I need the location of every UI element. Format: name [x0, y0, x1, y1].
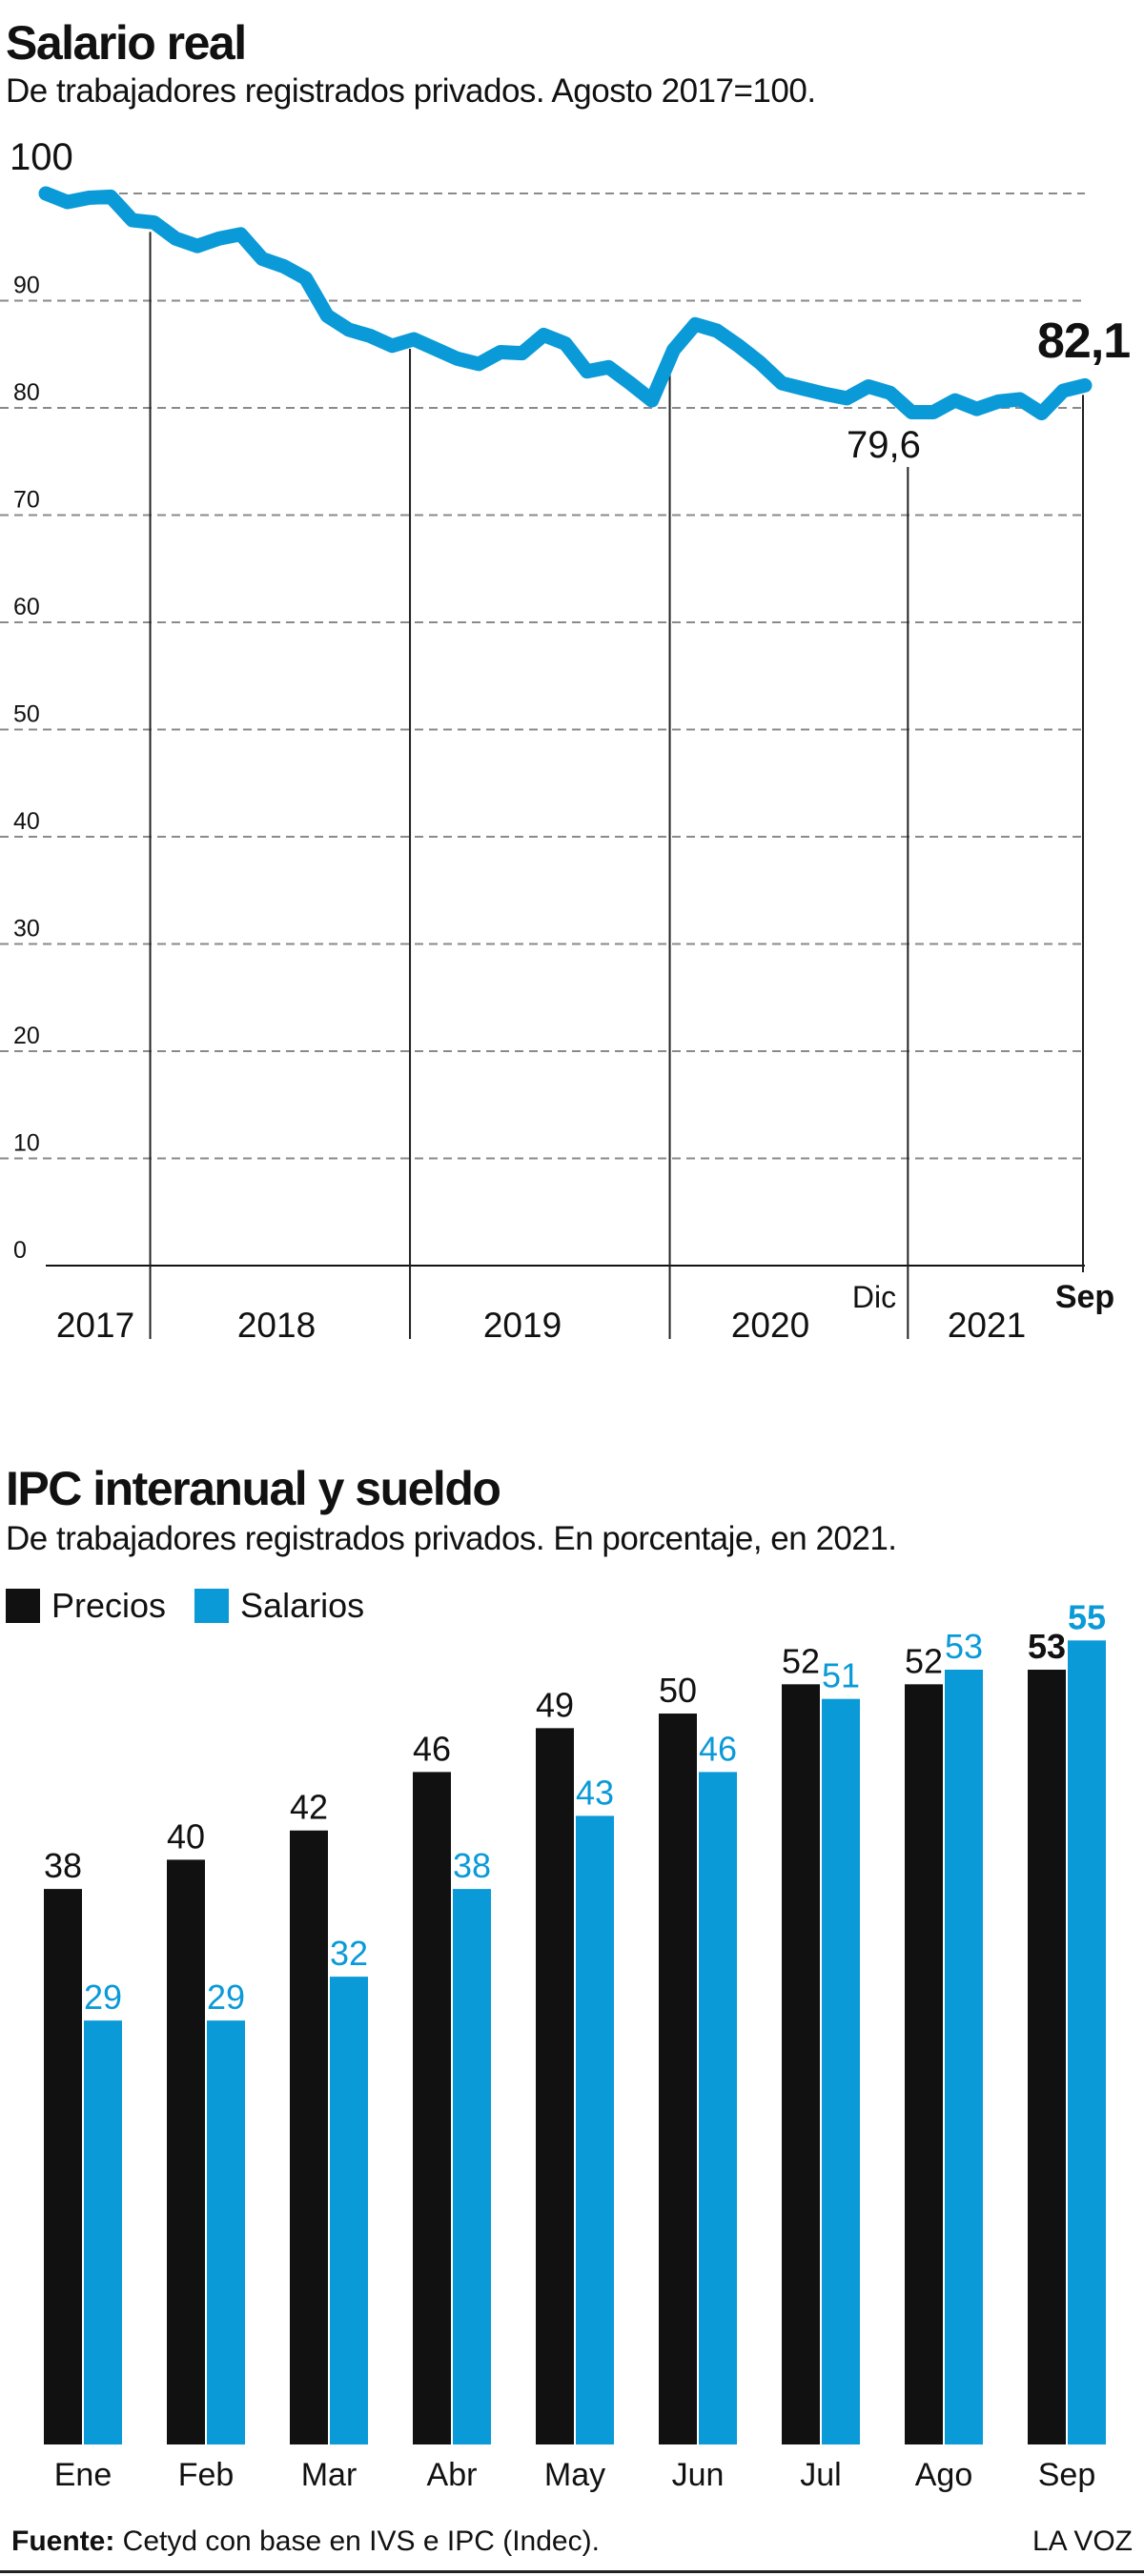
x-marker-label-dic: Dic	[852, 1280, 896, 1314]
bar-value-label-salarios: 38	[453, 1846, 491, 1885]
bar-salarios	[822, 1698, 860, 2444]
bar-chart-legend: Precios Salarios	[6, 1586, 393, 1626]
y-tick-label: 0	[13, 1237, 27, 1264]
legend-swatch-salarios	[194, 1589, 230, 1623]
x-marker-label-sep: Sep	[1055, 1279, 1114, 1315]
legend-item-precios: Precios	[6, 1586, 166, 1626]
bar-precios	[905, 1684, 943, 2444]
bar-value-label-salarios: 53	[945, 1627, 983, 1666]
bar-precios	[1028, 1670, 1066, 2444]
ipc-bar-chart: 3829Ene4029Feb4232Mar4638Abr4943May5046J…	[44, 1597, 1106, 2493]
x-category-label: Abr	[427, 2457, 478, 2493]
brand-logo: LA VOZ	[1032, 2525, 1133, 2557]
y-tick-label: 10	[13, 1130, 40, 1157]
x-year-label: 2018	[237, 1306, 316, 1345]
x-year-label: 2019	[483, 1306, 562, 1345]
bar-salarios	[945, 1670, 983, 2444]
annotation-start-value: 100	[10, 136, 73, 178]
bar-value-label-precios: 52	[782, 1641, 820, 1680]
bar-salarios	[699, 1772, 737, 2444]
source-label: Fuente:	[11, 2525, 115, 2557]
x-category-label: Jul	[800, 2457, 841, 2493]
bar-precios	[536, 1728, 574, 2444]
bar-salarios	[330, 1977, 368, 2444]
legend-label-salarios: Salarios	[240, 1586, 365, 1625]
bar-value-label-salarios: 29	[84, 1978, 122, 2017]
y-tick-label: 70	[13, 487, 40, 514]
x-category-label: Sep	[1038, 2457, 1096, 2493]
bar-value-label-salarios: 29	[207, 1978, 245, 2017]
bar-salarios	[1068, 1640, 1106, 2444]
legend-swatch-precios	[6, 1589, 40, 1623]
x-category-label: Mar	[301, 2457, 358, 2493]
legend-item-salarios: Salarios	[194, 1586, 364, 1626]
y-tick-label: 30	[13, 916, 40, 943]
x-year-label: 2021	[948, 1306, 1026, 1345]
x-year-label: 2020	[731, 1306, 809, 1345]
x-category-label: Ago	[915, 2457, 973, 2493]
x-category-label: Jun	[672, 2457, 725, 2493]
bar-chart-title: IPC interanual y sueldo	[6, 1462, 501, 1515]
y-tick-label: 90	[13, 273, 40, 299]
bar-precios	[44, 1889, 82, 2444]
y-tick-label: 20	[13, 1023, 40, 1049]
bar-chart-subtitle: De trabajadores registrados privados. En…	[6, 1520, 897, 1557]
x-category-label: Ene	[54, 2457, 112, 2493]
x-category-label: May	[544, 2457, 605, 2493]
y-tick-label: 60	[13, 594, 40, 620]
bar-precios	[782, 1684, 820, 2444]
bar-salarios	[84, 2020, 122, 2444]
x-year-label: 2017	[56, 1306, 134, 1345]
bar-value-label-salarios: 43	[576, 1773, 614, 1812]
bar-value-label-precios: 38	[44, 1846, 82, 1885]
y-tick-label: 80	[13, 379, 40, 406]
bar-value-label-precios: 46	[413, 1729, 451, 1768]
bar-value-label-salarios: 55	[1068, 1597, 1106, 1636]
annotation-min-value: 79,6	[847, 424, 921, 466]
bar-value-label-salarios: 51	[822, 1656, 860, 1695]
footer: Fuente: Cetyd con base en IVS e IPC (Ind…	[11, 2525, 1133, 2558]
bar-value-label-precios: 50	[659, 1671, 697, 1710]
x-category-label: Feb	[178, 2457, 235, 2493]
bar-value-label-precios: 53	[1028, 1627, 1066, 1666]
y-tick-label: 50	[13, 701, 40, 728]
bar-precios	[290, 1830, 328, 2444]
bar-value-label-salarios: 46	[699, 1729, 737, 1768]
bar-value-label-salarios: 32	[330, 1934, 368, 1973]
bar-salarios	[453, 1889, 491, 2444]
source-note: Fuente: Cetyd con base en IVS e IPC (Ind…	[11, 2525, 600, 2558]
source-text: Cetyd con base en IVS e IPC (Indec).	[114, 2525, 600, 2557]
bar-value-label-precios: 42	[290, 1788, 328, 1827]
y-tick-label: 40	[13, 808, 40, 835]
bar-salarios	[207, 2020, 245, 2444]
legend-label-precios: Precios	[51, 1586, 167, 1625]
bar-value-label-precios: 52	[905, 1641, 943, 1680]
bar-precios	[413, 1772, 451, 2444]
salario-real-line-chart: 0 10 20 30 40 50 60 70 80 90 100 79,6 82,1 2017 2018 20…	[0, 136, 1131, 1345]
footer-rule	[0, 2570, 1144, 2573]
bar-precios	[659, 1714, 697, 2444]
line-chart-title: Salario real	[6, 16, 247, 70]
line-chart-subtitle: De trabajadores registrados privados. Ag…	[6, 72, 816, 110]
annotation-end-value: 82,1	[1037, 314, 1130, 369]
bar-precios	[167, 1859, 205, 2444]
bar-value-label-precios: 40	[167, 1816, 205, 1856]
bar-value-label-precios: 49	[536, 1685, 574, 1724]
bar-salarios	[576, 1815, 614, 2444]
salario-real-series-line	[38, 186, 1093, 421]
